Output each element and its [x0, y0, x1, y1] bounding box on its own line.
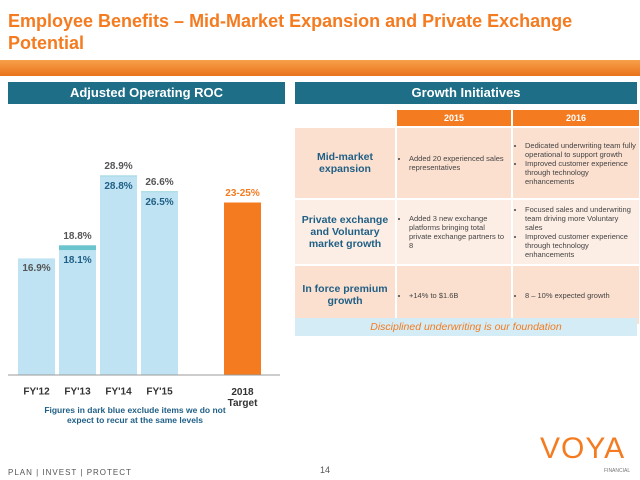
bar: [59, 250, 96, 375]
value-label: 28.8%: [104, 181, 132, 192]
row-label: Private exchange and Voluntary market gr…: [295, 200, 395, 264]
column-header: 2015: [397, 110, 511, 126]
bar-band: [100, 175, 137, 177]
target-label: 23-25%: [225, 188, 260, 199]
bullet: Dedicated underwriting team fully operat…: [525, 141, 636, 159]
bullet: Improved customer experience through tec…: [525, 232, 636, 259]
bullet-list: +14% to $1.6B: [400, 291, 458, 300]
cell: 8 – 10% expected growth: [513, 266, 639, 324]
x-tick-label: FY'13: [64, 387, 91, 398]
bullet-list: 8 – 10% expected growth: [516, 291, 610, 300]
cell: +14% to $1.6B: [397, 266, 511, 324]
value-label: 28.9%: [104, 161, 132, 172]
cell: Focused sales and underwriting team driv…: [513, 200, 639, 264]
value-label: 16.9%: [22, 263, 50, 274]
x-tick-label: FY'12: [23, 387, 50, 398]
value-label: 26.5%: [145, 197, 173, 208]
logo: VOYA: [540, 432, 626, 465]
bullet: 8 – 10% expected growth: [525, 291, 610, 300]
bullet: Added 3 new exchange platforms bringing …: [409, 214, 508, 250]
chart-note: Figures in dark blue exclude items we do…: [44, 405, 226, 425]
chart: 16.9% FY'12 18.8% 18.1% FY'13 28.9% 28.8% FY'14…: [8, 161, 280, 409]
x-tick-label: FY'14: [105, 387, 132, 398]
bullet-list: Focused sales and underwriting team driv…: [516, 205, 636, 259]
logo-sub: FINANCIAL: [604, 468, 631, 474]
row-label: Mid-market expansion: [295, 128, 395, 198]
header-blank: [295, 110, 395, 126]
tagline: PLAN | INVEST | PROTECT: [8, 468, 132, 477]
x-tick-label: FY'15: [146, 387, 173, 398]
bullet: Improved customer experience through tec…: [525, 159, 636, 186]
table-footer: Disciplined underwriting is our foundati…: [295, 318, 637, 336]
value-label: 18.1%: [63, 255, 91, 266]
cell: Dedicated underwriting team fully operat…: [513, 128, 639, 198]
cell: Added 3 new exchange platforms bringing …: [397, 200, 511, 264]
column-header: 2016: [513, 110, 639, 126]
orange-band: [0, 60, 640, 76]
target-bar: [224, 202, 261, 375]
bullet-list: Added 20 experienced sales representativ…: [400, 154, 508, 172]
bullet: Focused sales and underwriting team driv…: [525, 205, 636, 232]
bar-band: [59, 245, 96, 251]
table-title: Growth Initiatives: [295, 82, 637, 104]
bullet-list: Added 3 new exchange platforms bringing …: [400, 214, 508, 250]
bullet: Added 20 experienced sales representativ…: [409, 154, 508, 172]
bullet-list: Dedicated underwriting team fully operat…: [516, 141, 636, 186]
x-tick-label: 2018 Target: [228, 387, 258, 409]
value-label: 18.8%: [63, 231, 91, 242]
bar: [141, 192, 178, 375]
bar: [100, 176, 137, 375]
page-number: 14: [320, 465, 331, 475]
bar-band: [141, 191, 178, 193]
bullet: +14% to $1.6B: [409, 291, 458, 300]
cell: Added 20 experienced sales representativ…: [397, 128, 511, 198]
chart-title: Adjusted Operating ROC: [8, 82, 285, 104]
slide-title: Employee Benefits – Mid-Market Expansion…: [8, 11, 573, 53]
bar: [18, 258, 55, 375]
value-label: 26.6%: [145, 177, 173, 188]
row-label: In force premium growth: [295, 266, 395, 324]
